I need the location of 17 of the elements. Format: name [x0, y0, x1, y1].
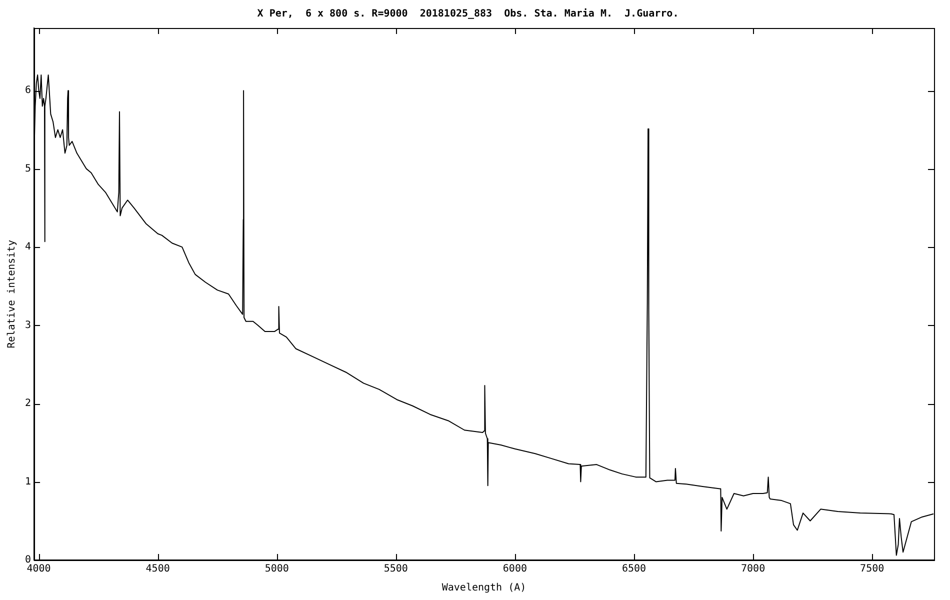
y-tick-label: 2 [24, 398, 32, 410]
y-tick-label: 1 [24, 476, 32, 488]
y-tick-label: 5 [24, 163, 32, 174]
x-tick-label: 4000 [26, 564, 51, 575]
x-tick-label: 7500 [860, 564, 884, 575]
x-tick-label: 4500 [146, 564, 170, 575]
x-tick-label: 6500 [622, 564, 646, 575]
y-tick-label: 4 [24, 242, 32, 253]
x-tick-label: 5500 [384, 564, 408, 575]
chart-title: X Per, 6 x 800 s. R=9000 20181025_883 Obs. Sta. Maria M. J.Guarro. [257, 8, 679, 20]
y-tick-label: 6 [24, 85, 32, 96]
y-axis-title: Relative intensity [6, 240, 18, 348]
x-tick-label: 6000 [502, 564, 528, 575]
y-tick-label: 3 [24, 320, 32, 331]
x-tick-label: 7000 [741, 564, 766, 575]
x-axis-title: Wavelength (A) [442, 582, 526, 594]
x-tick-label: 5000 [264, 564, 289, 575]
